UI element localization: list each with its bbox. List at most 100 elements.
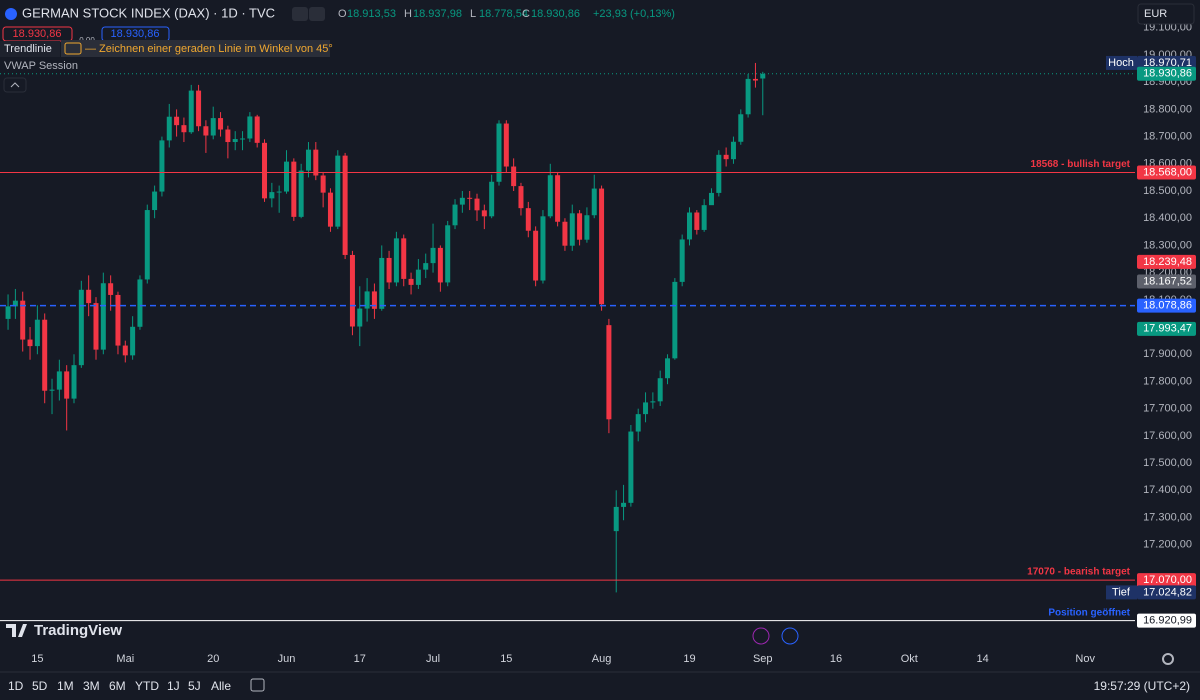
timeframe[interactable]: 1D bbox=[8, 679, 24, 693]
timeframe[interactable]: 6M bbox=[109, 679, 126, 693]
ohlc-value: 18.913,53 bbox=[347, 8, 396, 20]
candle-body bbox=[540, 216, 546, 281]
price-label: 17.993,47 bbox=[1143, 323, 1192, 335]
x-tick-label: 17 bbox=[354, 653, 366, 665]
y-tick-label: 18.800,00 bbox=[1143, 103, 1192, 115]
ohlc-legend: O 18.913,53 H 18.937,98 L 18.778,54C 18.930,86… bbox=[338, 8, 675, 20]
candle-body bbox=[305, 149, 311, 171]
timeframe[interactable]: 5D bbox=[32, 679, 48, 693]
candle-body bbox=[122, 345, 128, 356]
price-level-note: 18568 - bullish target bbox=[1031, 159, 1131, 170]
candle-body bbox=[452, 204, 458, 226]
icon-button[interactable] bbox=[292, 7, 308, 21]
timeframe[interactable]: Alle bbox=[211, 679, 231, 693]
buy-price: 18.930,86 bbox=[111, 28, 160, 40]
candle-body bbox=[533, 230, 539, 281]
candle-body bbox=[240, 138, 246, 140]
y-tick-label: 18.300,00 bbox=[1143, 239, 1192, 251]
candle-body bbox=[364, 291, 370, 309]
candle-body bbox=[320, 175, 326, 193]
price-label: 16.920,99 bbox=[1143, 615, 1192, 627]
event-icon[interactable] bbox=[752, 627, 770, 645]
price-label: 18.239,48 bbox=[1143, 256, 1192, 268]
x-tick-label: 15 bbox=[500, 653, 512, 665]
indicator[interactable]: VWAP Session bbox=[4, 60, 78, 72]
tool-bg bbox=[0, 41, 60, 57]
timeframe[interactable]: 1M bbox=[57, 679, 74, 693]
currency: EUR bbox=[1144, 8, 1167, 20]
candle-body bbox=[115, 294, 121, 346]
y-tick-label: 18.700,00 bbox=[1143, 130, 1192, 142]
candle-body bbox=[313, 149, 319, 176]
x-tick-label: Aug bbox=[592, 653, 612, 665]
event-icon[interactable] bbox=[781, 627, 799, 645]
candle-body bbox=[64, 371, 70, 399]
ohlc-key: H bbox=[404, 8, 412, 20]
x-tick-label: Sep bbox=[753, 653, 773, 665]
y-tick-label: 18.400,00 bbox=[1143, 212, 1192, 224]
y-tick-label: 17.600,00 bbox=[1143, 430, 1192, 442]
candle-body bbox=[71, 365, 77, 399]
candle-body bbox=[657, 378, 663, 402]
calendar-icon[interactable] bbox=[250, 678, 265, 692]
candle-body bbox=[445, 225, 451, 283]
price-label: 17.070,00 bbox=[1143, 574, 1192, 586]
symbol-icon bbox=[5, 8, 17, 20]
candle-body bbox=[5, 306, 11, 319]
y-tick-label: 17.400,00 bbox=[1143, 484, 1192, 496]
ohlc-value: 18.778,54 bbox=[479, 8, 528, 20]
price-label-box bbox=[1137, 298, 1196, 313]
candle-body bbox=[628, 431, 634, 503]
timeframe[interactable]: 1J bbox=[167, 679, 180, 693]
candle-body bbox=[218, 118, 224, 130]
candle-body bbox=[665, 358, 671, 379]
price-label-box bbox=[1137, 585, 1196, 600]
timeframe[interactable]: 3M bbox=[83, 679, 100, 693]
candle-body bbox=[591, 188, 597, 216]
candle-body bbox=[49, 389, 55, 391]
tooltip bbox=[61, 40, 330, 57]
currency-box[interactable] bbox=[1137, 3, 1195, 25]
candle-body bbox=[254, 116, 260, 143]
candle-body bbox=[599, 188, 605, 305]
price-label-box bbox=[1137, 55, 1196, 70]
price-level-note: 17070 - bearish target bbox=[1027, 567, 1130, 578]
y-tick-label: 18.500,00 bbox=[1143, 185, 1192, 197]
candle-body bbox=[283, 161, 289, 192]
candle-body bbox=[708, 192, 714, 206]
icon-button[interactable] bbox=[309, 7, 325, 21]
change: +23,93 (+0,13%) bbox=[593, 8, 675, 20]
price-label: 17.024,82 bbox=[1143, 586, 1192, 598]
candle-body bbox=[415, 269, 421, 285]
price-label-box bbox=[1137, 254, 1196, 269]
y-tick-label: 17.200,00 bbox=[1143, 539, 1192, 551]
timeframe[interactable]: 5J bbox=[188, 679, 201, 693]
candle-body bbox=[20, 300, 26, 340]
price-label-box bbox=[1137, 613, 1196, 628]
candle-body bbox=[210, 118, 216, 136]
symbol[interactable]: GERMAN STOCK INDEX (DAX) · 1D · TVC bbox=[22, 5, 275, 20]
candle-body bbox=[298, 170, 304, 217]
candle-body bbox=[584, 215, 590, 240]
candle-body bbox=[503, 123, 509, 167]
candle-body bbox=[262, 142, 268, 199]
price-level-note: Position geöffnet bbox=[1048, 607, 1130, 618]
ohlc-value: 18.937,98 bbox=[413, 8, 462, 20]
candle-body bbox=[613, 506, 619, 532]
plot: 17.200,00 17.300,00 17.400,00 17.500,00 17.6… bbox=[0, 22, 1196, 665]
settings-icon[interactable] bbox=[1162, 653, 1174, 665]
candle-body bbox=[174, 116, 180, 126]
collapse-button[interactable] bbox=[3, 77, 27, 93]
candle-body bbox=[408, 278, 414, 285]
candle-body bbox=[291, 161, 297, 217]
candle-body bbox=[130, 326, 136, 356]
x-tick-label: 20 bbox=[207, 653, 219, 665]
x-tick-label: 14 bbox=[976, 653, 988, 665]
candle-body bbox=[635, 414, 641, 432]
ohlc-key: L bbox=[470, 8, 476, 20]
candle-body bbox=[489, 181, 495, 217]
timeframe[interactable]: YTD bbox=[135, 679, 159, 693]
price-label-box bbox=[1137, 66, 1196, 81]
candle-body bbox=[752, 78, 758, 81]
candle-body bbox=[93, 303, 99, 350]
